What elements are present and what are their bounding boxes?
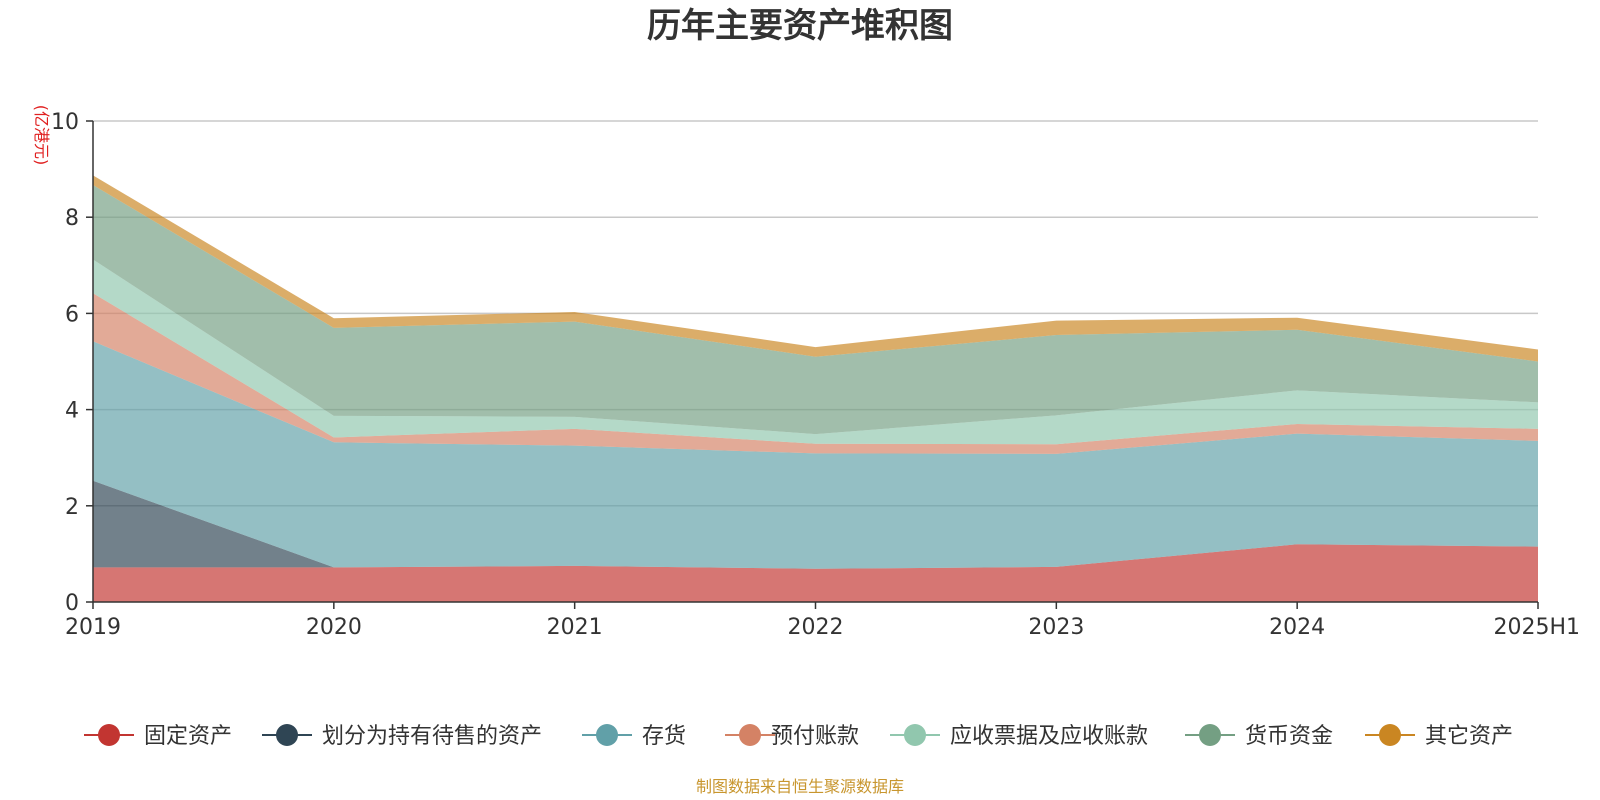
legend-label-2: 存货	[642, 724, 686, 749]
x-tick-label-6: 2025H1	[1493, 615, 1580, 640]
source-note: 制图数据来自恒生聚源数据库	[696, 777, 904, 796]
legend-label-6: 其它资产	[1425, 724, 1513, 749]
x-tick-label-2: 2021	[547, 615, 603, 640]
x-tick-label-5: 2024	[1269, 615, 1325, 640]
legend-item-0[interactable]: 固定资产	[84, 724, 232, 749]
axes: 0 2 4 6 8 10 2019 2020 2021 2022 2023 2024 2025H1	[51, 110, 1580, 640]
legend-label-1: 划分为持有待售的资产	[322, 724, 542, 749]
area-series-4[interactable]	[93, 259, 1538, 445]
y-axis-unit: (亿港元)	[32, 105, 51, 166]
y-tick-label-10: 10	[51, 110, 79, 135]
y-tick-label-8: 8	[65, 206, 79, 231]
legend-marker-2	[596, 724, 618, 746]
legend-item-2[interactable]: 存货	[582, 724, 686, 749]
legend[interactable]: 固定资产 划分为持有待售的资产 存货 预付账款 应收票据及应收账款 货币资金 其它资产	[84, 724, 1513, 749]
x-tick-label-1: 2020	[306, 615, 362, 640]
area-series-1[interactable]	[93, 480, 1538, 569]
chart-title: 历年主要资产堆积图	[647, 6, 953, 46]
legend-marker-0	[98, 724, 120, 746]
legend-marker-5	[1199, 724, 1221, 746]
y-tick-label-6: 6	[65, 302, 79, 327]
legend-item-3[interactable]: 预付账款	[725, 724, 859, 749]
legend-label-5: 货币资金	[1245, 724, 1333, 749]
legend-item-6[interactable]: 其它资产	[1365, 724, 1513, 749]
x-tick-label-4: 2023	[1028, 615, 1084, 640]
legend-label-3: 预付账款	[771, 724, 859, 749]
legend-marker-6	[1379, 724, 1401, 746]
x-tick-label-3: 2022	[788, 615, 844, 640]
legend-item-4[interactable]: 应收票据及应收账款	[890, 724, 1148, 749]
series-areas	[93, 175, 1538, 602]
area-series-5[interactable]	[93, 184, 1538, 435]
area-series-2[interactable]	[93, 341, 1538, 569]
y-tick-label-2: 2	[65, 495, 79, 520]
area-series-0[interactable]	[93, 544, 1538, 602]
y-tick-label-0: 0	[65, 591, 79, 616]
legend-marker-3	[739, 724, 761, 746]
legend-label-0: 固定资产	[144, 724, 232, 749]
legend-marker-1	[276, 724, 298, 746]
y-tick-label-4: 4	[65, 399, 79, 424]
legend-label-4: 应收票据及应收账款	[950, 724, 1148, 749]
legend-item-1[interactable]: 划分为持有待售的资产	[262, 724, 542, 749]
x-tick-label-0: 2019	[65, 615, 121, 640]
legend-marker-4	[904, 724, 926, 746]
legend-item-5[interactable]: 货币资金	[1185, 724, 1333, 749]
